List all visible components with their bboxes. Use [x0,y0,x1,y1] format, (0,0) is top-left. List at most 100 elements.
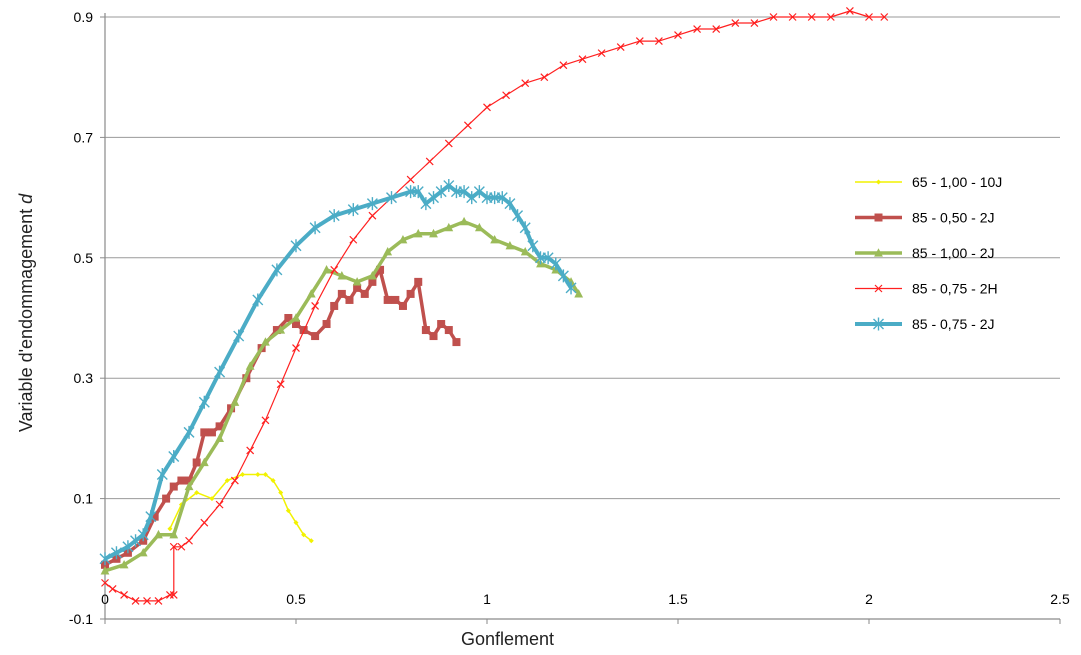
data-point [200,518,209,527]
data-point [398,234,408,244]
data-point [654,37,663,46]
data-point [458,185,470,199]
data-point [807,13,816,21]
data-point [473,185,485,199]
data-point [337,289,346,298]
legend-item: 85 - 1,00 - 2J [855,245,995,261]
data-point [512,209,524,223]
data-point [207,428,216,437]
data-point [270,478,276,484]
data-point [120,590,129,599]
data-point [463,121,472,130]
legend-item: 85 - 0,50 - 2J [855,210,995,226]
data-point [215,422,224,431]
data-point [420,197,432,211]
data-point [347,203,359,217]
data-point [845,7,854,15]
data-point [466,191,478,205]
data-point [252,293,264,307]
data-point [504,197,516,211]
data-point [214,365,226,379]
data-point [521,79,530,88]
data-point [414,277,423,286]
data-point [574,289,584,298]
data-point [406,289,415,298]
y-tick-label: 0.7 [74,129,94,145]
tick-labels: 0.9 0.7 0.5 0.3 0.1 -0.1 0 0.5 1 1.5 2 2.5 [69,9,1070,627]
data-point [366,197,378,211]
data-point [597,49,606,58]
data-point [353,283,362,292]
data-point [137,528,149,542]
y-tick-label: 0.1 [74,491,94,507]
legend-item: 65 - 1,00 - 10J [855,174,1002,190]
data-point [169,529,179,539]
data-point [306,289,316,298]
data-point [322,320,331,329]
data-point [731,19,740,27]
data-point [406,175,415,184]
y-tick-label: 0.5 [74,250,94,266]
data-point [383,295,392,304]
data-point [224,478,230,484]
data-point [292,344,300,353]
series-4 [101,7,889,605]
data-point [138,547,148,557]
data-point [880,13,889,21]
x-tick-label: 2.5 [1050,591,1070,607]
data-point [559,61,568,70]
series-1 [167,472,314,544]
legend-marker [876,179,881,185]
data-point [285,508,291,514]
data-point [557,269,569,283]
x-tick-label: 0.5 [286,591,306,607]
data-point [337,271,347,280]
data-point [177,476,186,485]
data-point [177,542,186,551]
data-point [496,191,508,205]
data-point [230,397,240,406]
data-point [750,19,759,27]
series-line [169,473,312,542]
data-point [262,472,268,478]
data-point [391,295,400,304]
series-3 [100,216,584,575]
y-axis-title: Variable d'endommagement d [16,193,36,432]
data-point [520,246,530,256]
x-tick-label: 1.5 [668,591,688,607]
data-point [99,552,111,566]
data-point [865,13,873,21]
legend-marker [873,317,884,331]
data-point [119,560,129,569]
data-point [156,468,168,482]
data-point [122,540,134,554]
data-point [368,271,377,280]
data-point [230,476,239,485]
y-axis-title-text: Variable d'endommagement [16,204,36,432]
data-point [108,584,117,593]
legend-label: 85 - 0,75 - 2H [912,281,998,297]
data-point [425,157,434,166]
y-tick-label: -0.1 [69,611,93,627]
data-point [245,361,255,370]
legend-item: 85 - 0,75 - 2J [855,316,995,332]
data-point [376,265,385,274]
data-point [110,546,122,560]
data-point [328,209,340,223]
data-point [444,139,453,148]
data-point [284,314,293,322]
data-point [383,246,393,256]
data-point [578,55,587,64]
legend-item: 85 - 0,75 - 2H [855,281,998,297]
data-point [330,265,339,274]
data-point [199,457,209,467]
data-point [519,221,531,235]
data-point [292,320,300,329]
data-point [246,446,255,455]
data-point [483,103,491,112]
data-point [261,337,270,346]
data-point [443,179,455,193]
data-point [184,481,194,491]
data-point [154,597,163,605]
